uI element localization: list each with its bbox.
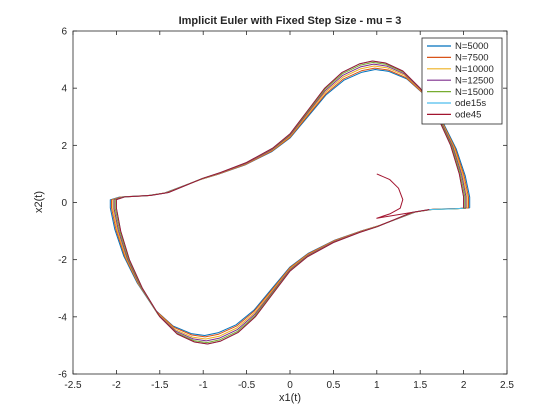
y-tick-label: 2 <box>61 141 67 152</box>
x-tick-label: -2 <box>112 380 121 391</box>
legend-label: N=12500 <box>455 75 494 86</box>
x-tick-label: -2.5 <box>64 380 82 391</box>
legend-label: ode45 <box>455 110 481 121</box>
chart-title: Implicit Euler with Fixed Step Size - mu… <box>179 15 402 27</box>
x-tick-label: 2 <box>461 380 467 391</box>
y-tick-label: 4 <box>61 84 67 95</box>
y-axis-label: x2(t) <box>33 191 45 213</box>
series-line-ode45 <box>115 60 465 345</box>
x-axis-ticks: -2.5 -2 -1.5 -1 -0.5 0 0.5 1 1.5 2 2.5 <box>64 31 514 391</box>
x-tick-label: 0 <box>287 380 293 391</box>
x-tick-label: 1.5 <box>413 380 427 391</box>
series-layer <box>109 60 471 345</box>
y-tick-label: -6 <box>58 370 67 381</box>
x-tick-label: 0.5 <box>326 380 340 391</box>
x-tick-label: -1 <box>199 380 208 391</box>
y-tick-label: -4 <box>58 312 67 323</box>
y-tick-label: 6 <box>61 27 67 38</box>
legend-label: N=10000 <box>455 64 494 75</box>
legend-label: N=5000 <box>455 41 489 52</box>
x-tick-label: -0.5 <box>238 380 256 391</box>
legend: N=5000N=7500N=10000N=12500N=15000ode15so… <box>421 37 503 125</box>
legend-box <box>421 37 503 125</box>
y-tick-label: -2 <box>58 255 67 266</box>
legend-label: ode15s <box>455 98 486 109</box>
legend-label: N=7500 <box>455 53 489 64</box>
x-tick-label: 2.5 <box>500 380 514 391</box>
y-tick-label: 0 <box>61 198 67 209</box>
x-axis-label: x1(t) <box>279 392 301 404</box>
x-tick-label: 1 <box>374 380 380 391</box>
x-tick-label: -1.5 <box>151 380 169 391</box>
y-axis-ticks: -6 -4 -2 0 2 4 6 <box>58 27 507 381</box>
legend-label: N=15000 <box>455 87 494 98</box>
